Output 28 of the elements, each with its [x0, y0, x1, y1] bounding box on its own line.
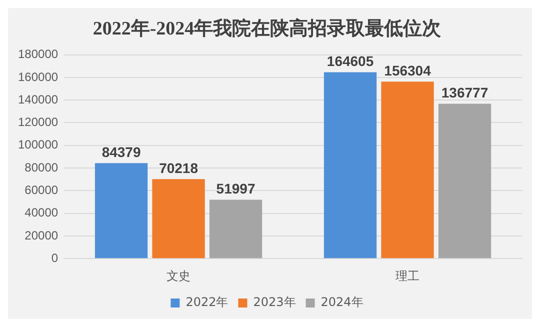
data-label: 136777 — [441, 84, 488, 101]
bar — [152, 179, 205, 258]
y-tick-label: 60000 — [24, 182, 58, 197]
bar — [381, 82, 434, 258]
bar — [438, 104, 492, 258]
data-label: 156304 — [384, 62, 432, 78]
x-tick-label: 理工 — [396, 268, 420, 283]
data-label: 164605 — [326, 53, 374, 70]
bar — [324, 72, 377, 258]
legend-label: 2024年 — [320, 295, 364, 310]
y-tick-label: 80000 — [24, 160, 58, 174]
data-label: 51997 — [216, 180, 256, 197]
legend-label: 2023年 — [253, 295, 296, 310]
y-tick-label: 100000 — [18, 138, 58, 152]
data-label: 70218 — [159, 160, 198, 176]
y-tick-label: 180000 — [18, 47, 58, 62]
y-tick-label: 40000 — [24, 206, 58, 220]
x-tick-label: 文史 — [166, 268, 191, 283]
y-tick-label: 0 — [51, 250, 58, 265]
chart-title: 2022年-2024年我院在陕高招录取最低位次 — [92, 17, 442, 40]
y-tick-label: 120000 — [18, 115, 58, 130]
y-tick-label: 20000 — [24, 228, 58, 242]
y-tick-label: 160000 — [18, 70, 58, 84]
legend-label: 2022年 — [186, 295, 228, 310]
bar — [94, 163, 148, 258]
y-tick-label: 140000 — [18, 92, 58, 106]
bar — [209, 200, 262, 258]
data-label: 84379 — [102, 144, 141, 160]
